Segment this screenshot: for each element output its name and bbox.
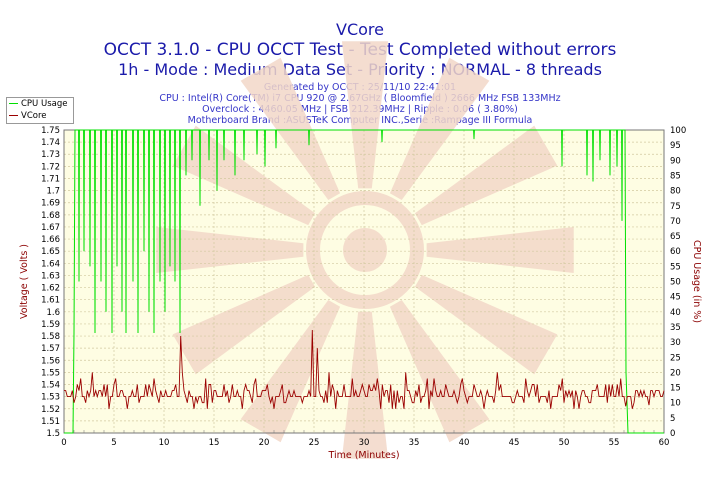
watermark-ray bbox=[240, 299, 341, 443]
y2-tick-label: 0 bbox=[670, 429, 675, 439]
x-tick-label: 30 bbox=[359, 438, 370, 448]
y-tick-label: 1.59 bbox=[41, 320, 60, 330]
y2-tick-label: 35 bbox=[670, 323, 681, 333]
x-tick-label: 60 bbox=[659, 438, 670, 448]
legend-swatch-vcore bbox=[9, 115, 18, 116]
y-tick-label: 1.63 bbox=[41, 271, 60, 281]
x-tick-label: 0 bbox=[61, 438, 66, 448]
y2-tick-label: 65 bbox=[670, 232, 681, 242]
x-tick-label: 50 bbox=[559, 438, 570, 448]
y-axis-label: Voltage ( Volts ) bbox=[19, 244, 30, 319]
y2-tick-label: 40 bbox=[670, 308, 681, 318]
chart-title: VCore bbox=[336, 20, 384, 39]
y2-tick-label: 55 bbox=[670, 262, 681, 272]
x-tick-label: 40 bbox=[459, 438, 470, 448]
y2-tick-label: 60 bbox=[670, 247, 681, 257]
legend: CPU Usage VCore bbox=[6, 97, 74, 124]
y-tick-label: 1.74 bbox=[41, 138, 60, 148]
y2-tick-label: 100 bbox=[670, 126, 686, 136]
x-axis-label: Time (Minutes) bbox=[327, 450, 399, 461]
y-tick-label: 1.66 bbox=[41, 235, 60, 245]
series-line-cpu-usage bbox=[64, 129, 664, 434]
x-tick-label: 25 bbox=[309, 438, 320, 448]
y-tick-label: 1.72 bbox=[41, 162, 60, 172]
legend-item-vcore: VCore bbox=[9, 111, 47, 122]
y-tick-label: 1.64 bbox=[41, 259, 60, 269]
y2-tick-label: 30 bbox=[670, 338, 681, 348]
x-tick-label: 55 bbox=[609, 438, 620, 448]
y-tick-label: 1.7 bbox=[46, 187, 60, 197]
y-tick-label: 1.53 bbox=[41, 393, 60, 403]
y-tick-label: 1.75 bbox=[41, 126, 60, 136]
watermark-ray bbox=[240, 57, 341, 201]
watermark-ray bbox=[172, 125, 316, 226]
x-tick-label: 5 bbox=[111, 438, 116, 448]
y2-tick-label: 80 bbox=[670, 187, 681, 197]
watermark-ray bbox=[172, 274, 316, 375]
y-tick-label: 1.65 bbox=[41, 247, 60, 257]
y-tick-label: 1.51 bbox=[41, 417, 60, 427]
watermark-ray bbox=[389, 57, 490, 201]
y-tick-label: 1.52 bbox=[41, 405, 60, 415]
watermark-ring bbox=[306, 191, 424, 309]
y-tick-label: 1.62 bbox=[41, 284, 60, 294]
y2-tick-label: 50 bbox=[670, 278, 681, 288]
watermark-ray bbox=[341, 311, 389, 459]
y2-tick-label: 45 bbox=[670, 293, 681, 303]
x-tick-label: 45 bbox=[509, 438, 520, 448]
y-tick-label: 1.73 bbox=[41, 150, 60, 160]
y2-tick-label: 25 bbox=[670, 353, 681, 363]
y2-tick-label: 95 bbox=[670, 141, 681, 151]
y2-tick-label: 85 bbox=[670, 171, 681, 181]
y2-tick-label: 70 bbox=[670, 217, 681, 227]
y2-tick-label: 90 bbox=[670, 156, 681, 166]
watermark-ray bbox=[426, 226, 574, 274]
y2-axis-label: CPU Usage (in %) bbox=[691, 240, 702, 323]
legend-label-vcore: VCore bbox=[21, 111, 47, 121]
x-tick-label: 20 bbox=[259, 438, 270, 448]
legend-label-cpu-usage: CPU Usage bbox=[21, 99, 68, 109]
y2-tick-label: 15 bbox=[670, 384, 681, 394]
watermark-ray bbox=[414, 125, 558, 226]
y-tick-label: 1.71 bbox=[41, 174, 60, 184]
legend-swatch-cpu-usage bbox=[9, 103, 18, 104]
y2-tick-label: 75 bbox=[670, 202, 681, 212]
y2-tick-label: 10 bbox=[670, 399, 681, 409]
watermark-core bbox=[343, 228, 387, 272]
y-tick-label: 1.6 bbox=[46, 308, 60, 318]
watermark-ray bbox=[156, 226, 304, 274]
y-tick-label: 1.67 bbox=[41, 223, 60, 233]
watermark-ray bbox=[414, 274, 558, 375]
y-tick-label: 1.5 bbox=[46, 429, 60, 439]
watermark-ray bbox=[341, 41, 389, 189]
series-line-vcore bbox=[64, 329, 665, 409]
y-tick-label: 1.57 bbox=[41, 344, 60, 354]
y-tick-label: 1.54 bbox=[41, 381, 60, 391]
x-tick-label: 10 bbox=[159, 438, 170, 448]
y-tick-label: 1.68 bbox=[41, 211, 60, 221]
y-tick-label: 1.55 bbox=[41, 368, 60, 378]
watermark-ray bbox=[389, 299, 490, 443]
y-tick-label: 1.69 bbox=[41, 199, 60, 209]
y2-tick-label: 20 bbox=[670, 368, 681, 378]
y-tick-label: 1.61 bbox=[41, 296, 60, 306]
legend-item-cpu-usage: CPU Usage bbox=[9, 99, 67, 110]
x-tick-label: 15 bbox=[209, 438, 220, 448]
y-tick-label: 1.56 bbox=[41, 356, 60, 366]
y-tick-label: 1.58 bbox=[41, 332, 60, 342]
x-tick-label: 35 bbox=[409, 438, 420, 448]
y2-tick-label: 5 bbox=[670, 414, 675, 424]
